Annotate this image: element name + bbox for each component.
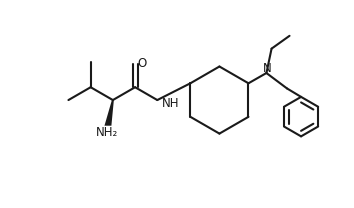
Text: O: O: [137, 57, 147, 70]
Text: NH₂: NH₂: [96, 126, 118, 139]
Text: N: N: [263, 62, 272, 75]
Text: NH: NH: [162, 97, 180, 110]
Polygon shape: [104, 100, 114, 126]
